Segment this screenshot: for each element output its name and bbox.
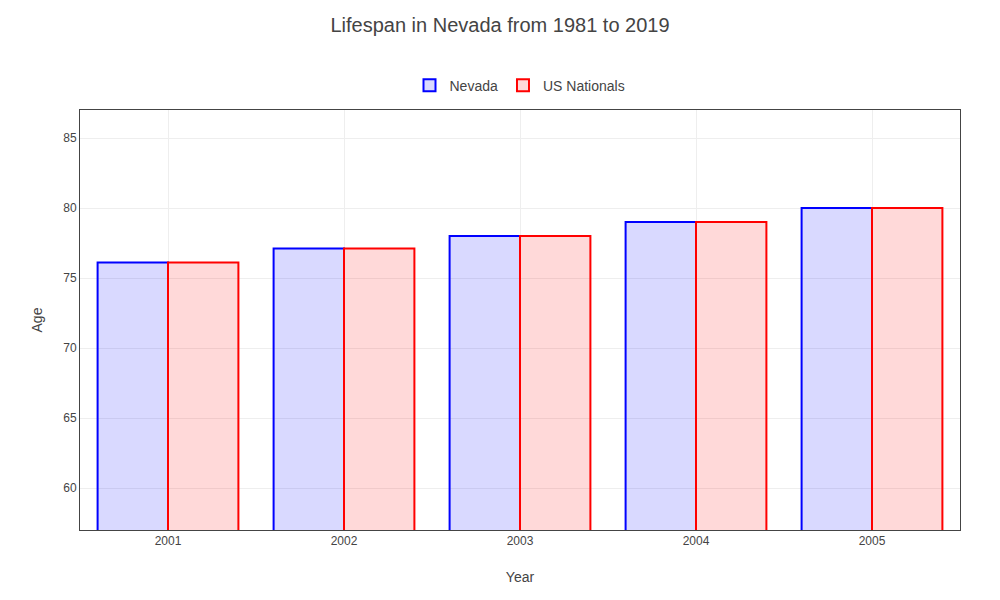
svg-text:60: 60 [63, 481, 77, 495]
svg-text:2003: 2003 [507, 534, 534, 548]
svg-text:65: 65 [63, 411, 77, 425]
svg-text:80: 80 [63, 201, 77, 215]
svg-text:2002: 2002 [331, 534, 358, 548]
svg-text:Lifespan in Nevada from 1981 t: Lifespan in Nevada from 1981 to 2019 [330, 14, 669, 36]
svg-text:Age: Age [29, 307, 45, 332]
svg-text:2001: 2001 [155, 534, 182, 548]
svg-text:Year: Year [506, 569, 535, 585]
svg-text:2005: 2005 [859, 534, 886, 548]
svg-text:US Nationals: US Nationals [543, 78, 625, 94]
svg-text:2004: 2004 [683, 534, 710, 548]
svg-text:85: 85 [63, 131, 77, 145]
svg-text:70: 70 [63, 341, 77, 355]
svg-text:Nevada: Nevada [450, 78, 498, 94]
svg-text:75: 75 [63, 271, 77, 285]
